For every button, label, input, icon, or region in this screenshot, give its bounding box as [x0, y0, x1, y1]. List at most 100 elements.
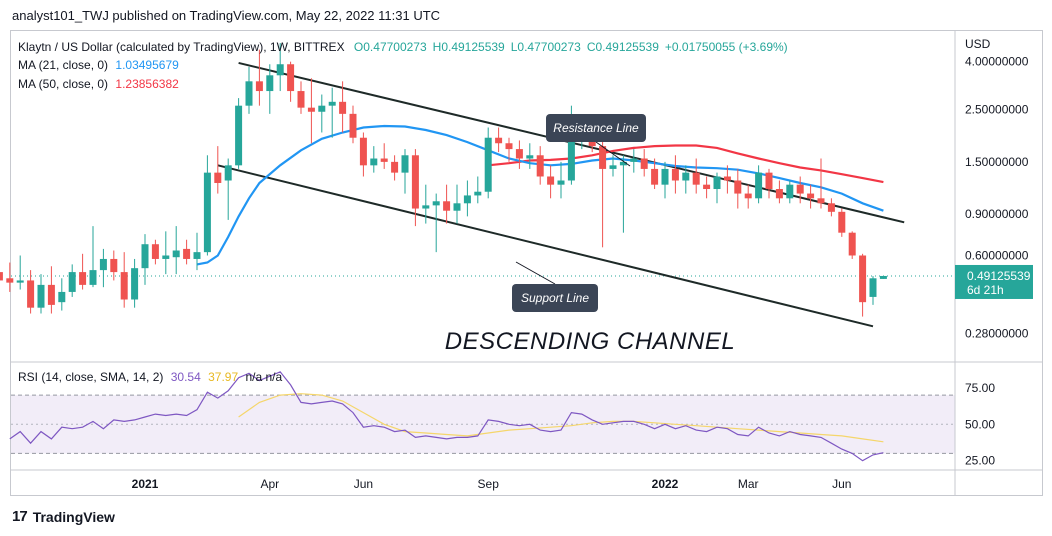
candle-body: [484, 137, 492, 192]
low-value: L0.47700273: [510, 40, 581, 54]
candle-body: [120, 272, 128, 300]
candle-body: [349, 113, 357, 138]
support-line: [217, 164, 874, 328]
candle: [349, 105, 357, 144]
candle: [411, 149, 419, 227]
candle-body: [214, 172, 222, 183]
time-tick-label: Jun: [832, 477, 851, 491]
candle-body: [172, 250, 180, 258]
rsi-tick-label: 25.00: [965, 454, 995, 468]
candle: [515, 140, 523, 169]
candle-body: [6, 278, 14, 283]
bar-countdown: 6d 21h: [967, 283, 1004, 297]
rsi-value: 30.54: [170, 370, 201, 384]
candle: [401, 149, 409, 194]
candle-body: [547, 176, 555, 185]
candle: [183, 239, 191, 265]
candle: [79, 253, 87, 290]
price-tick-label: 0.90000000: [965, 207, 1029, 221]
candle-body: [443, 201, 451, 211]
candle: [318, 94, 326, 133]
currency-label: USD: [965, 37, 991, 51]
price-tick-label: 0.60000000: [965, 248, 1029, 262]
candle: [245, 66, 253, 114]
candle-body: [536, 155, 544, 177]
candle: [89, 226, 97, 288]
candle: [505, 137, 513, 162]
candle-body: [661, 168, 669, 185]
candle: [786, 180, 794, 204]
candle-body: [131, 268, 139, 300]
ma21-value: 1.03495679: [115, 58, 179, 72]
candle-body: [47, 284, 55, 305]
candle: [630, 149, 638, 173]
candle: [453, 184, 461, 224]
candle: [661, 161, 669, 199]
candle-body: [495, 137, 503, 144]
candle-body: [463, 195, 471, 204]
candle-body: [422, 205, 430, 209]
rsi-na: n/a n/a: [245, 370, 283, 384]
candle: [879, 275, 887, 279]
candle-body: [27, 280, 35, 308]
candle-body: [203, 172, 211, 253]
axes: USD 4.00000000 2.50000000 1.50000000 0.90000…: [132, 37, 1029, 491]
tradingview-footer[interactable]: 17 TradingView: [12, 508, 115, 525]
candle-body: [599, 146, 607, 169]
candle: [359, 132, 367, 177]
candle: [557, 161, 565, 199]
candle: [765, 168, 773, 199]
candle: [536, 146, 544, 185]
rsi-sma-line: [238, 393, 884, 443]
candle: [651, 158, 659, 190]
candle: [671, 155, 679, 194]
candle: [775, 180, 783, 204]
annotations: Resistance Line Support Line DESCENDING CH…: [445, 114, 1033, 355]
candle: [6, 262, 14, 292]
candle: [297, 81, 305, 114]
candle-body: [713, 176, 721, 190]
candle-body: [380, 158, 388, 162]
candles: [0, 43, 887, 317]
symbol-legend: Klaytn / US Dollar (calculated by Tradin…: [18, 40, 788, 54]
candle: [859, 253, 867, 317]
time-tick-label: Mar: [738, 477, 759, 491]
candle: [16, 255, 24, 290]
candle-body: [318, 105, 326, 112]
candle: [68, 264, 76, 297]
candle-body: [370, 158, 378, 166]
candle: [703, 176, 711, 199]
candle-body: [16, 280, 24, 283]
candle-body: [703, 184, 711, 190]
candle: [224, 158, 232, 220]
candle-body: [682, 172, 690, 181]
candle: [547, 165, 555, 199]
candle-body: [609, 165, 617, 169]
support-callout-label: Support Line: [521, 291, 589, 305]
candle: [723, 165, 731, 194]
candle-body: [755, 172, 763, 199]
time-tick-label: Apr: [260, 477, 279, 491]
candle-body: [817, 198, 825, 204]
ma21-legend: MA (21, close, 0) 1.03495679: [18, 58, 179, 72]
candle-body: [276, 64, 284, 76]
time-tick-label: 2022: [652, 477, 679, 491]
candle: [692, 158, 700, 194]
candle: [619, 155, 627, 233]
candle-body: [848, 232, 856, 256]
candle: [474, 176, 482, 204]
candle-body: [671, 168, 679, 181]
rsi-tick-label: 75.00: [965, 381, 995, 395]
candle: [838, 208, 846, 237]
candle: [276, 43, 284, 92]
candle: [120, 252, 128, 308]
candle-body: [630, 158, 638, 162]
candle-body: [359, 137, 367, 166]
resistance-callout-box: [546, 114, 646, 142]
pattern-label: DESCENDING CHANNEL: [445, 328, 735, 355]
resistance-callout-pointer: [595, 141, 631, 167]
candle: [609, 155, 617, 177]
candle-body: [796, 184, 804, 194]
candle: [640, 149, 648, 177]
